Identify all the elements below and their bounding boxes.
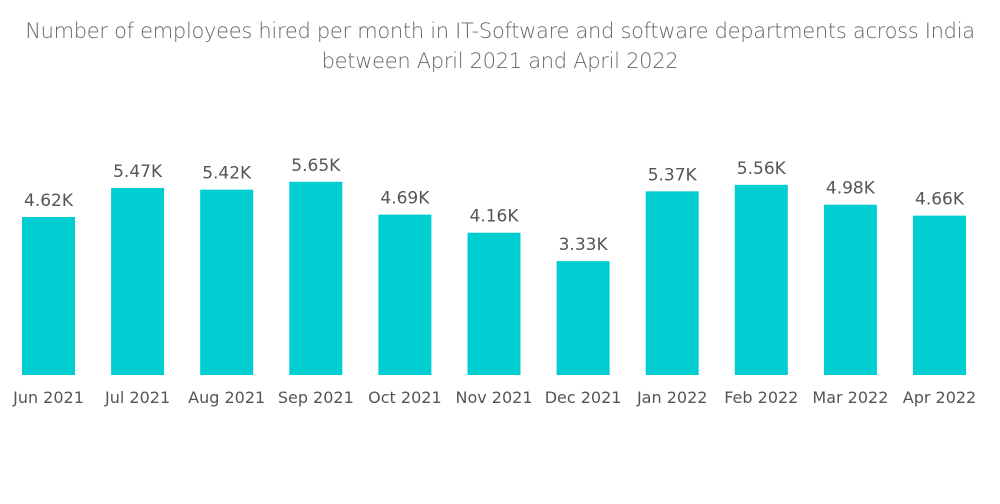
- x-axis-ticks: Jun 2021 Jul 2021 Aug 2021 Sep 2021 Oct 2021…: [12, 388, 976, 407]
- value-label: 5.47K: [113, 162, 163, 182]
- bar-jan-2022: [645, 191, 699, 375]
- x-tick-label: Dec 2021: [545, 388, 622, 407]
- value-label: 4.66K: [915, 190, 965, 210]
- value-label: 5.56K: [737, 159, 787, 179]
- x-tick-label: Feb 2022: [724, 388, 798, 407]
- bar-dec-2021: [556, 261, 610, 375]
- value-labels-group: 4.62K 5.47K 5.42K 5.65K 4.69K 4.16K 3.33K 5.37K…: [24, 156, 965, 255]
- x-tick-label: Jun 2021: [12, 388, 84, 407]
- value-label: 4.62K: [24, 191, 74, 211]
- x-tick-label: Nov 2021: [455, 388, 532, 407]
- bars-group: [22, 181, 966, 375]
- x-tick-label: Apr 2022: [903, 388, 976, 407]
- value-label: 5.42K: [202, 164, 252, 184]
- x-tick-label: Jan 2022: [636, 388, 707, 407]
- chart-title: Number of employees hired per month in I…: [0, 16, 1000, 76]
- value-label: 4.98K: [826, 179, 876, 199]
- bar-jul-2021: [111, 187, 165, 375]
- value-label: 4.16K: [470, 207, 520, 227]
- bar-aug-2021: [200, 189, 254, 375]
- bar-nov-2021: [467, 232, 521, 375]
- x-tick-label: Mar 2022: [812, 388, 888, 407]
- value-label: 4.69K: [380, 189, 430, 209]
- chart-title-line-1: Number of employees hired per month in I…: [25, 19, 975, 43]
- bar-oct-2021: [378, 214, 432, 375]
- x-tick-label: Aug 2021: [188, 388, 265, 407]
- bar-apr-2022: [913, 215, 966, 375]
- x-tick-label: Oct 2021: [368, 388, 441, 407]
- bar-sep-2021: [289, 181, 343, 375]
- bar-feb-2022: [734, 184, 788, 375]
- value-label: 3.33K: [559, 235, 609, 255]
- bar-jun-2021: [22, 216, 75, 375]
- value-label: 5.37K: [648, 165, 698, 185]
- x-tick-label: Sep 2021: [278, 388, 354, 407]
- x-tick-label: Jul 2021: [104, 388, 170, 407]
- bar-mar-2022: [823, 204, 877, 375]
- chart-title-line-2: between April 2021 and April 2022: [321, 49, 679, 73]
- value-label: 5.65K: [291, 156, 341, 176]
